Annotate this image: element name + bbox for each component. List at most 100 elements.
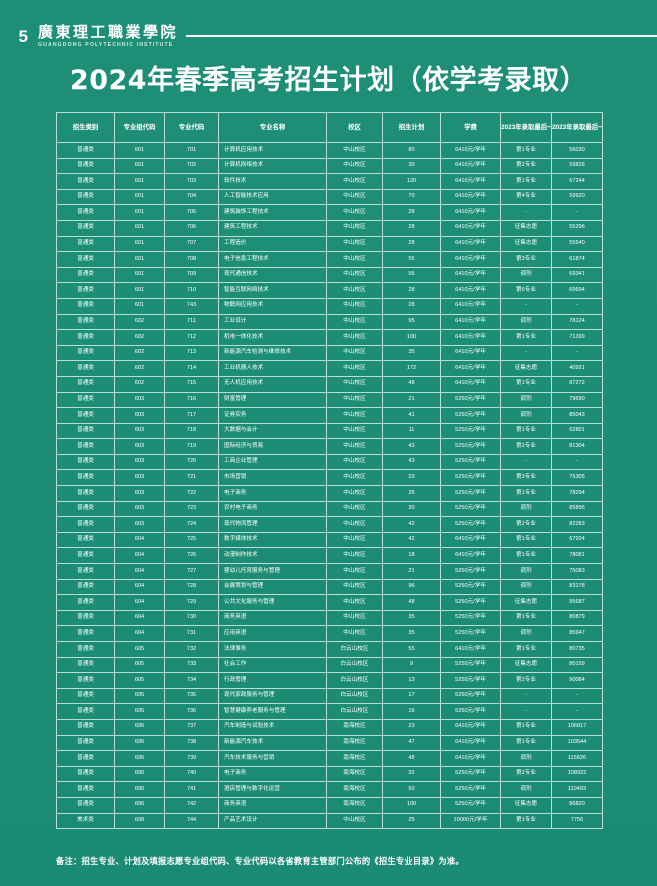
cell-group-code: 601 [114, 142, 165, 159]
table-row: 普通类 602 711 工业设计 中山校区 95 6410元/学年 调剂 78124 [56, 313, 603, 331]
cell-campus: 中山校区 [326, 297, 383, 315]
table-row: 普通类 603 721 市场营销 中山校区 23 5250元/学年 第3专业 75305 [56, 469, 603, 487]
cell-last-rank: 55540 [551, 235, 603, 253]
cell-last-rank: 85896 [551, 500, 603, 518]
table-header: 招生类别 专业组代码 专业代码 专业名称 校区 招生计划 学费 2023年录取最… [56, 112, 603, 143]
cell-plan: 35 [382, 609, 441, 627]
table-row: 普通类 601 707 工程造价 中山校区 28 6410元/学年 征集志愿 55540 [56, 235, 603, 253]
cell-category: 普通类 [56, 142, 115, 159]
cell-campus: 中山校区 [326, 609, 383, 627]
col-header-group-code: 专业组代码 [114, 112, 165, 143]
cell-group-code: 606 [114, 781, 165, 798]
cell-group-code: 602 [114, 360, 165, 377]
cell-last-choice: 征集志愿 [500, 360, 552, 377]
cell-category: 普通类 [56, 578, 115, 596]
cell-last-choice: 第1专业 [500, 531, 552, 549]
cell-tuition: 5250元/学年 [440, 656, 501, 674]
table-row: 普通类 603 719 国际经济与贸易 中山校区 43 5250元/学年 第2专业 81304 [56, 438, 603, 455]
cell-campus: 南海校区 [326, 718, 383, 736]
cell-last-rank: 69341 [551, 266, 603, 284]
cell-last-choice: 征集志愿 [500, 235, 552, 253]
table-row: 普通类 601 709 现代通信技术 中山校区 55 6410元/学年 调剂 69341 [56, 266, 603, 284]
cell-major-code: 701 [164, 142, 219, 159]
cell-major-code: 713 [164, 344, 219, 362]
cell-category: 普通类 [56, 375, 115, 393]
cell-category: 普通类 [56, 251, 115, 268]
institution-logo: 廣東理工職業學院 GUANGDONG POLYTECHNIC INSTITUTE [34, 23, 178, 48]
cell-last-choice: 第1专业 [500, 485, 552, 502]
cell-major-name: 汽车技术服务与营销 [218, 750, 327, 767]
cell-plan: 30 [382, 157, 441, 175]
cell-campus: 中山校区 [326, 453, 383, 471]
cell-plan: 47 [382, 734, 441, 752]
table-row: 普通类 602 712 机电一体化技术 中山校区 100 6410元/学年 第1专业 71399 [56, 329, 603, 346]
footnote: 备注：招生专业、计划及填报志愿专业组代码、专业代码以各省教育主管部门公布的《招生… [56, 856, 464, 866]
cell-category: 普通类 [56, 703, 115, 720]
cell-major-code: 742 [164, 796, 219, 814]
cell-last-rank: 59920 [551, 188, 603, 206]
cell-major-code: 736 [164, 703, 219, 720]
cell-campus: 南海校区 [326, 781, 383, 798]
cell-last-rank: 81304 [551, 438, 603, 455]
cell-last-choice: 调剂 [500, 391, 552, 409]
cell-plan: 70 [382, 188, 441, 206]
cell-group-code: 603 [114, 500, 165, 518]
cell-last-choice: 第1专业 [500, 329, 552, 346]
cell-category: 普通类 [56, 188, 115, 206]
cell-last-choice: 第1专业 [500, 142, 552, 159]
cell-last-rank: - [551, 344, 603, 362]
cell-category: 普通类 [56, 547, 115, 565]
cell-plan: 17 [382, 687, 441, 705]
cell-campus: 中山校区 [326, 485, 383, 502]
cell-major-name: 新能源汽车检测与维修技术 [218, 344, 327, 362]
cell-group-code: 605 [114, 687, 165, 705]
cell-campus: 中山校区 [326, 266, 383, 284]
cell-plan: 42 [382, 516, 441, 533]
cell-plan: 35 [382, 625, 441, 642]
cell-last-choice: - [500, 344, 552, 362]
cell-last-rank: 78081 [551, 547, 603, 565]
cell-last-rank: 82283 [551, 516, 603, 533]
cell-last-rank: 80735 [551, 641, 603, 658]
cell-plan: 41 [382, 407, 441, 424]
cell-major-name: 动漫制作技术 [218, 547, 327, 565]
cell-plan: 13 [382, 672, 441, 689]
cell-major-name: 商务英语 [218, 796, 327, 814]
cell-category: 普通类 [56, 219, 115, 237]
cell-last-rank: 56030 [551, 142, 603, 159]
cell-group-code: 604 [114, 578, 165, 596]
cell-last-rank: - [551, 703, 603, 720]
cell-plan: 120 [382, 173, 441, 190]
cell-last-choice: 第3专业 [500, 251, 552, 268]
cell-category: 普通类 [56, 625, 115, 642]
cell-last-choice: 第3专业 [500, 469, 552, 487]
cell-group-code: 601 [114, 266, 165, 284]
cell-major-name: 社会工作 [218, 656, 327, 674]
cell-campus: 中山校区 [326, 438, 383, 455]
cell-tuition: 6410元/学年 [440, 219, 501, 237]
table-row: 普通类 602 715 无人机应用技术 中山校区 48 6410元/学年 第1专业 87272 [56, 375, 603, 393]
cell-plan: 28 [382, 282, 441, 299]
cell-campus: 白云山校区 [326, 703, 383, 720]
cell-category: 普通类 [56, 750, 115, 767]
cell-category: 普通类 [56, 641, 115, 658]
cell-category: 普通类 [56, 563, 115, 580]
cell-major-code: 719 [164, 438, 219, 455]
cell-group-code: 603 [114, 516, 165, 533]
cell-tuition: 5250元/学年 [440, 594, 501, 611]
cell-category: 普通类 [56, 500, 115, 518]
cell-plan: 48 [382, 750, 441, 767]
cell-tuition: 6410元/学年 [440, 718, 501, 736]
cell-last-choice: 征集志愿 [500, 219, 552, 237]
cell-category: 普通类 [56, 718, 115, 736]
cell-group-code: 604 [114, 531, 165, 549]
cell-major-name: 建筑工程技术 [218, 219, 327, 237]
cell-major-name: 婴幼儿托育服务与管理 [218, 563, 327, 580]
table-row: 普通类 606 738 新能源汽车技术 南海校区 47 6410元/学年 第1专业 103544 [56, 734, 603, 752]
cell-last-choice: - [500, 204, 552, 221]
cell-campus: 中山校区 [326, 188, 383, 206]
cell-campus: 中山校区 [326, 625, 383, 642]
cell-campus: 中山校区 [326, 313, 383, 331]
cell-campus: 白云山校区 [326, 656, 383, 674]
